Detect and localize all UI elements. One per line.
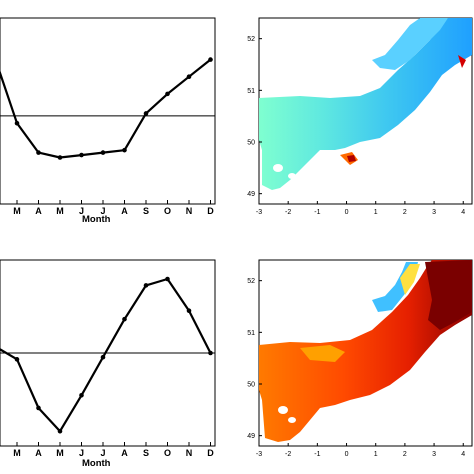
x-axis-label: Month <box>82 458 111 469</box>
line-chart-top: M A M J J A S O N D Month <box>0 17 216 225</box>
heatmap-top: -3 -2 -1 0 1 2 3 4 49 50 51 52 <box>247 17 473 216</box>
x-tick-label: M <box>13 448 21 458</box>
series-line <box>0 58 212 159</box>
data-point <box>57 428 63 434</box>
island <box>288 417 296 423</box>
x-axis-ticks <box>16 200 211 204</box>
data-point <box>186 308 192 314</box>
cold-area-edge <box>400 264 420 295</box>
data-point <box>14 120 20 126</box>
island <box>273 164 283 172</box>
data-point <box>36 405 41 411</box>
x-tick-label: 1 <box>374 209 378 216</box>
data-point <box>186 74 192 80</box>
x-tick-label: 0 <box>345 209 349 216</box>
data-point <box>165 91 170 97</box>
x-tick-label: J <box>100 206 105 216</box>
x-tick-label: A <box>121 448 128 458</box>
x-tick-label: M <box>13 206 21 216</box>
y-tick-label: 49 <box>247 191 255 198</box>
x-tick-label: O <box>164 206 171 216</box>
x-tick-label: -3 <box>256 209 262 216</box>
x-tick-label: A <box>35 448 42 458</box>
series-line <box>0 277 212 433</box>
data-point <box>100 354 106 360</box>
data-point <box>208 57 213 62</box>
x-tick-label: N <box>186 448 193 458</box>
series-markers <box>14 57 213 160</box>
data-point <box>100 150 106 155</box>
sea-field-north <box>372 18 448 70</box>
x-tick-label: -3 <box>256 451 262 458</box>
x-tick-label: -1 <box>314 209 320 216</box>
warm-patch <box>300 345 345 362</box>
hotspot-edge <box>458 55 466 68</box>
x-tick-label: 1 <box>374 451 378 458</box>
x-tick-label: 3 <box>432 209 436 216</box>
x-tick-label: 2 <box>403 451 407 458</box>
heatmap-bottom: -3 -2 -1 0 1 2 3 4 49 50 51 52 <box>247 259 473 458</box>
x-tick-label: S <box>143 206 149 216</box>
data-point <box>143 283 149 288</box>
y-tick-label: 49 <box>247 433 255 440</box>
x-tick-label: D <box>207 206 214 216</box>
y-tick-label: 51 <box>247 330 255 337</box>
plot-frame <box>0 17 216 205</box>
data-point <box>122 316 127 322</box>
island <box>278 406 288 414</box>
x-tick-label: -1 <box>314 451 320 458</box>
x-tick-label: A <box>35 206 42 216</box>
x-tick-label: M <box>56 206 64 216</box>
x-tick-label: 4 <box>461 209 465 216</box>
y-tick-label: 50 <box>247 140 255 147</box>
data-point <box>79 392 84 398</box>
data-point <box>57 155 63 160</box>
x-tick-label: A <box>121 206 128 216</box>
sea-field-north <box>425 260 472 330</box>
x-tick-label: -2 <box>285 209 291 216</box>
x-axis-ticks <box>16 442 211 446</box>
x-tick-label: 2 <box>403 209 407 216</box>
sea-field <box>259 260 472 442</box>
x-tick-label: 3 <box>432 451 436 458</box>
y-tick-label: 51 <box>247 88 255 95</box>
x-tick-label: J <box>100 448 105 458</box>
x-tick-label: 4 <box>461 451 465 458</box>
x-tick-label: O <box>164 448 171 458</box>
data-point <box>14 357 20 362</box>
data-point <box>143 111 149 116</box>
map-axis-ticks: -3 -2 -1 0 1 2 3 4 49 50 51 52 <box>247 278 465 458</box>
x-tick-label: M <box>56 448 64 458</box>
x-tick-label: -2 <box>285 451 291 458</box>
hotspot-core <box>347 155 356 162</box>
y-tick-label: 52 <box>247 36 255 43</box>
data-point <box>122 147 127 153</box>
x-tick-label: N <box>186 206 193 216</box>
data-point <box>208 350 213 356</box>
x-tick-label: 0 <box>345 451 349 458</box>
x-tick-label: J <box>79 448 84 458</box>
y-tick-label: 52 <box>247 278 255 285</box>
x-axis-label: Month <box>82 214 111 225</box>
data-point <box>165 276 170 282</box>
x-tick-label: S <box>143 448 149 458</box>
x-tick-label: D <box>207 448 214 458</box>
data-point <box>36 150 41 155</box>
sea-field <box>259 18 472 190</box>
data-point <box>79 152 84 158</box>
line-chart-bottom: M A M J J A S O N D Month <box>0 259 216 469</box>
series-markers <box>14 276 213 434</box>
island <box>288 173 296 179</box>
x-tick-label: J <box>79 206 84 216</box>
y-tick-label: 50 <box>247 382 255 389</box>
map-axis-ticks: -3 -2 -1 0 1 2 3 4 49 50 51 52 <box>247 36 465 216</box>
